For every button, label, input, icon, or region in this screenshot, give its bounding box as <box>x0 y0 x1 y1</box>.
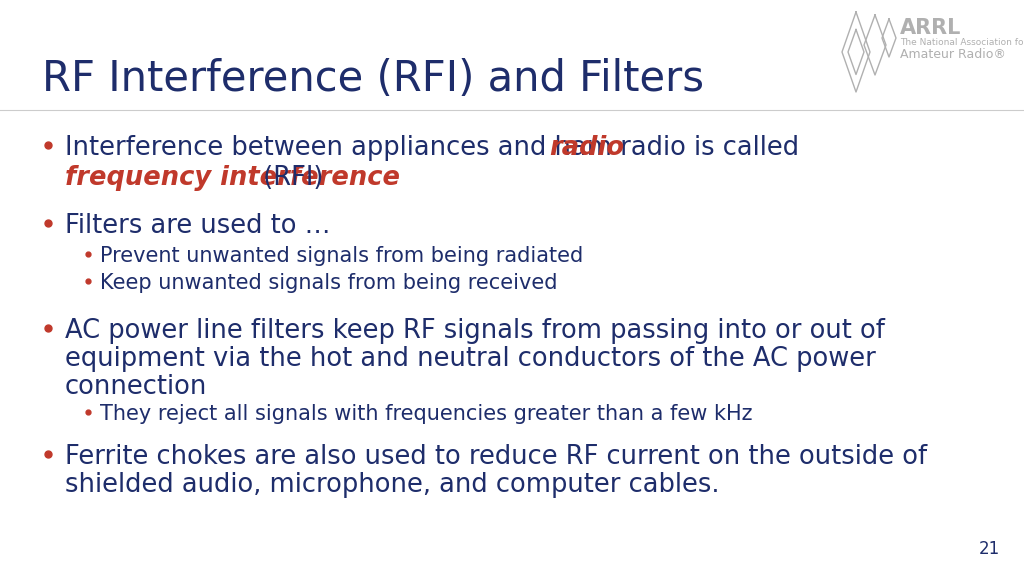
Text: 21: 21 <box>979 540 1000 558</box>
Text: radio: radio <box>550 135 625 161</box>
Text: frequency interference: frequency interference <box>65 165 400 191</box>
Text: equipment via the hot and neutral conductors of the AC power: equipment via the hot and neutral conduc… <box>65 346 876 372</box>
Text: Filters are used to …: Filters are used to … <box>65 213 331 239</box>
Text: Keep unwanted signals from being received: Keep unwanted signals from being receive… <box>100 273 557 293</box>
Text: Ferrite chokes are also used to reduce RF current on the outside of: Ferrite chokes are also used to reduce R… <box>65 444 927 470</box>
Text: connection: connection <box>65 374 208 400</box>
Text: AC power line filters keep RF signals from passing into or out of: AC power line filters keep RF signals fr… <box>65 318 885 344</box>
Text: Interference between appliances and ham radio is called: Interference between appliances and ham … <box>65 135 807 161</box>
Text: Prevent unwanted signals from being radiated: Prevent unwanted signals from being radi… <box>100 246 584 266</box>
Text: Amateur Radio®: Amateur Radio® <box>900 48 1006 61</box>
Text: ARRL: ARRL <box>900 18 962 38</box>
Text: (RFI): (RFI) <box>255 165 324 191</box>
Text: shielded audio, microphone, and computer cables.: shielded audio, microphone, and computer… <box>65 472 720 498</box>
Text: They reject all signals with frequencies greater than a few kHz: They reject all signals with frequencies… <box>100 404 753 424</box>
Text: The National Association for: The National Association for <box>900 38 1024 47</box>
Text: RF Interference (RFI) and Filters: RF Interference (RFI) and Filters <box>42 58 705 100</box>
